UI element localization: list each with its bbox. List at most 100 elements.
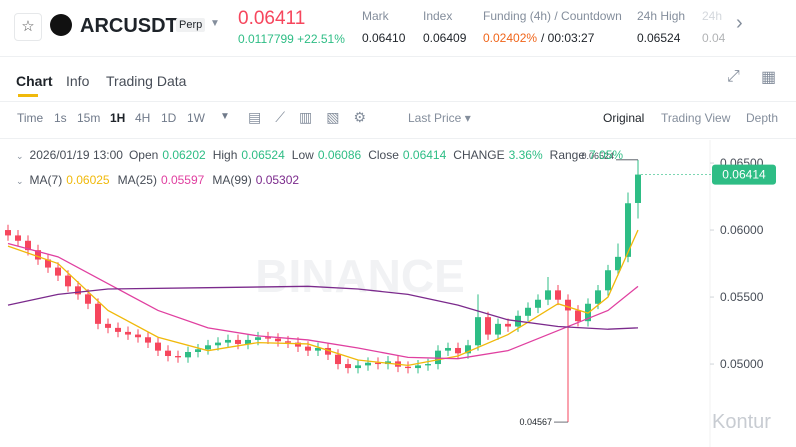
- price-type-label: Last Price: [408, 111, 462, 125]
- ohlc-label: High: [212, 148, 238, 162]
- stat-value: 0.04: [702, 31, 726, 45]
- caret: ⌄: [16, 176, 24, 186]
- stat-label: 24h High: [637, 9, 686, 23]
- view[interactable]: Original: [603, 111, 645, 125]
- change: 0.0117799 +22.51%: [238, 32, 345, 46]
- watermark: Kontur: [712, 411, 771, 433]
- candle-body: [635, 174, 641, 203]
- interval[interactable]: 1s: [54, 111, 67, 125]
- price-type[interactable]: Last Price ▾: [408, 111, 471, 125]
- view[interactable]: Trading View: [661, 111, 731, 125]
- candle-body: [245, 339, 251, 344]
- candle-body: [275, 338, 281, 342]
- layout[interactable]: ▦: [761, 69, 777, 86]
- tab[interactable]: Info: [66, 73, 90, 89]
- candle-body: [555, 290, 561, 300]
- candle-body: [235, 339, 241, 344]
- candle-body: [575, 310, 581, 322]
- ma-value: 0.06025: [66, 173, 110, 187]
- tool-icons[interactable]: ▤⟋▥▧⚙: [248, 109, 381, 125]
- interval[interactable]: 1H: [110, 111, 126, 125]
- candle-body: [65, 275, 71, 287]
- candle-body: [405, 366, 411, 369]
- candle-body: [85, 294, 91, 304]
- logo: [50, 14, 72, 36]
- date: 2026/01/19 13:00: [29, 148, 123, 162]
- ohlc-label: CHANGE: [453, 148, 505, 162]
- symbol: ARCUSDT: [80, 15, 178, 37]
- candle-body: [355, 365, 361, 369]
- candle-body: [225, 339, 231, 343]
- next[interactable]: ›: [736, 12, 743, 34]
- favorite[interactable]: ☆: [14, 13, 42, 41]
- stat-label: 24h: [702, 9, 723, 23]
- low-label: 0.04567: [519, 417, 552, 427]
- candle-body: [45, 259, 51, 268]
- candle-body: [185, 351, 191, 358]
- candle-body: [435, 350, 441, 365]
- candle-body: [525, 307, 531, 316]
- candle-body: [605, 270, 611, 291]
- candle-body: [35, 250, 41, 260]
- candle-body: [425, 364, 431, 366]
- stat-value: 0.02402%: [483, 31, 538, 45]
- ma-legend: ⌄ MA(7) 0.06025 MA(25) 0.05597 MA(99) 0.05302: [16, 173, 307, 187]
- candle-body: [295, 342, 301, 347]
- stat-value: 0.06410: [362, 31, 406, 45]
- interval[interactable]: 4H: [135, 111, 151, 125]
- expand[interactable]: ⤢: [727, 68, 740, 85]
- candle-body: [155, 342, 161, 351]
- last-price-tag: [712, 164, 776, 185]
- view[interactable]: Depth: [746, 111, 779, 125]
- candle-body: [535, 299, 541, 308]
- ohlc-value: 0.06202: [162, 148, 206, 162]
- interval[interactable]: 1W: [187, 111, 205, 125]
- candle-body: [165, 350, 171, 357]
- candle-body: [415, 365, 421, 369]
- stat-label: Mark: [362, 9, 389, 23]
- badge: Perp: [176, 18, 206, 32]
- ma-value: 0.05597: [160, 173, 205, 187]
- candle-body: [505, 323, 511, 327]
- caret[interactable]: ▼: [210, 18, 220, 29]
- ma-line: [7, 285, 639, 330]
- candle-body: [475, 317, 481, 346]
- candle-body: [625, 203, 631, 257]
- chart: BINANCE Kontur 0.065000.060000.055000.05…: [5, 140, 776, 447]
- candle-body: [545, 290, 551, 300]
- interval[interactable]: 1D: [161, 111, 177, 125]
- candle-body: [455, 347, 461, 354]
- stat-extra: / 00:03:27: [541, 31, 595, 45]
- ohlc-label: Open: [128, 148, 159, 162]
- candle-body: [345, 364, 351, 369]
- ma-line: [7, 242, 639, 360]
- ma-name: MA(99): [212, 173, 252, 187]
- interval[interactable]: Time: [17, 111, 44, 125]
- watermark: BINANCE: [255, 250, 465, 302]
- candle-body: [105, 323, 111, 328]
- stat-label: Index: [423, 9, 453, 23]
- last-price: 0.06411: [238, 8, 306, 29]
- tab[interactable]: Trading Data: [106, 73, 187, 89]
- candle-body: [315, 347, 321, 351]
- candle-body: [565, 299, 571, 311]
- interval[interactable]: 15m: [77, 111, 101, 125]
- candle-body: [5, 230, 11, 236]
- tab[interactable]: Chart: [16, 73, 53, 89]
- candle-body: [595, 290, 601, 304]
- candle-body: [75, 286, 81, 295]
- candle-body: [265, 337, 271, 339]
- divider: [0, 56, 796, 57]
- interval-more[interactable]: ▼: [220, 111, 230, 122]
- ma-line: [7, 229, 639, 367]
- ma-value: 0.05302: [255, 173, 300, 187]
- candle-body: [135, 334, 141, 338]
- ohlc-value: 7.05%: [589, 148, 624, 162]
- tab-underline: [18, 94, 38, 97]
- candle-body: [255, 337, 261, 340]
- candle-body: [215, 342, 221, 346]
- candle-body: [55, 267, 61, 276]
- candle-body: [445, 347, 451, 351]
- high-label: 0.06524: [581, 151, 614, 161]
